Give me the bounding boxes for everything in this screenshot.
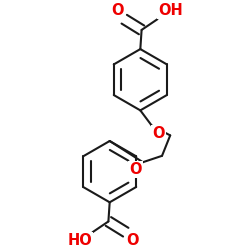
Text: HO: HO — [67, 233, 92, 248]
Text: O: O — [111, 3, 124, 18]
Text: O: O — [152, 126, 165, 141]
Text: O: O — [126, 233, 139, 248]
Text: O: O — [130, 162, 142, 177]
Text: OH: OH — [158, 3, 183, 18]
